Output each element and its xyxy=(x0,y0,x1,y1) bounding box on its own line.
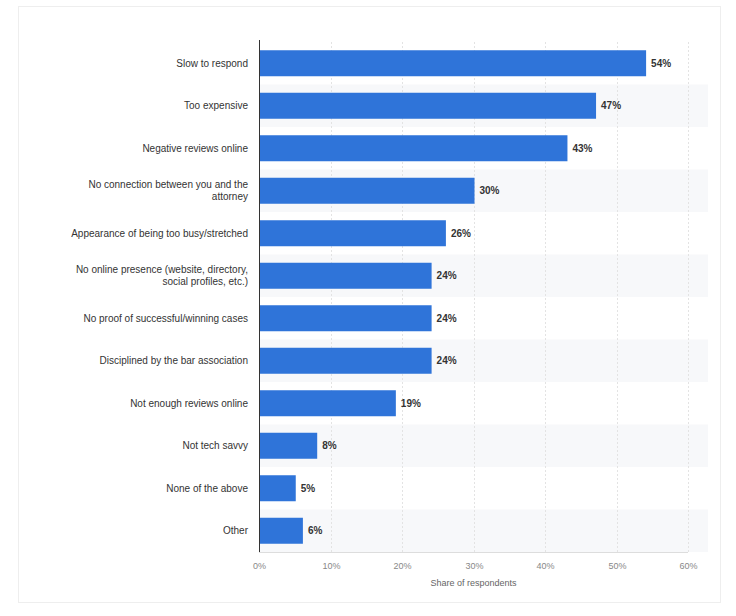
category-label: Too expensive xyxy=(184,100,248,111)
category-label: None of the above xyxy=(166,483,248,494)
bar xyxy=(260,263,432,289)
data-label: 24% xyxy=(437,270,457,281)
y-axis-line xyxy=(259,40,260,552)
bar xyxy=(260,433,317,459)
grid-line xyxy=(688,42,689,552)
bar xyxy=(260,178,475,204)
row-stripes xyxy=(259,85,708,553)
category-label: Appearance of being too busy/stretched xyxy=(71,228,248,239)
bar xyxy=(260,305,432,331)
grid xyxy=(260,42,689,552)
background xyxy=(0,0,736,616)
category-label: No online presence (website, directory,s… xyxy=(76,264,248,287)
bar xyxy=(260,135,567,161)
category-label: No connection between you and theattorne… xyxy=(88,179,248,202)
x-tick-label: 0% xyxy=(253,561,266,571)
category-label: Disciplined by the bar association xyxy=(100,355,248,366)
row-stripe xyxy=(259,510,708,553)
category-label: Negative reviews online xyxy=(142,143,248,154)
row-stripe xyxy=(259,85,708,128)
x-axis-line xyxy=(259,552,688,553)
bar xyxy=(260,220,446,246)
category-label: Not enough reviews online xyxy=(130,398,248,409)
data-label: 24% xyxy=(437,355,457,366)
data-label: 47% xyxy=(601,100,621,111)
data-label: 19% xyxy=(401,398,421,409)
category-label: Other xyxy=(223,525,249,536)
grid-line xyxy=(617,42,618,552)
bar xyxy=(260,390,396,416)
data-label: 5% xyxy=(301,483,316,494)
category-label: Slow to respond xyxy=(176,58,248,69)
data-label: 6% xyxy=(308,525,323,536)
x-tick-label: 20% xyxy=(393,561,411,571)
x-tick-label: 40% xyxy=(536,561,554,571)
data-label: 24% xyxy=(437,313,457,324)
x-axis-title: Share of respondents xyxy=(430,578,517,588)
x-tick-label: 30% xyxy=(465,561,483,571)
data-label: 26% xyxy=(451,228,471,239)
data-label: 43% xyxy=(572,143,592,154)
category-labels: Slow to respond Too expensive Negative rev… xyxy=(71,58,248,537)
bar xyxy=(260,475,296,501)
chart: 0% 10% 20% 30% 40% 50% 60% Share of respondents… xyxy=(0,0,736,616)
bar xyxy=(260,50,646,76)
data-label: 8% xyxy=(322,440,337,451)
bars xyxy=(260,50,646,544)
x-tick-labels: 0% 10% 20% 30% 40% 50% 60% xyxy=(253,561,698,571)
row-stripe xyxy=(259,425,708,468)
row-stripe xyxy=(259,170,708,213)
bar xyxy=(260,93,596,119)
data-labels: 54% 47% 43% 30% 26% 24% 24% 24% 19% 8% 5% 6% xyxy=(301,58,671,537)
data-label: 54% xyxy=(651,58,671,69)
x-tick-label: 10% xyxy=(322,561,340,571)
category-label: Not tech savvy xyxy=(182,440,248,451)
x-tick-label: 50% xyxy=(608,561,626,571)
row-stripe xyxy=(259,340,708,383)
bar xyxy=(260,348,432,374)
row-stripe xyxy=(259,255,708,298)
x-tick-label: 60% xyxy=(679,561,697,571)
frame xyxy=(19,7,721,603)
category-label: No proof of successful/winning cases xyxy=(83,313,248,324)
data-label: 30% xyxy=(480,185,500,196)
bar xyxy=(260,518,303,544)
